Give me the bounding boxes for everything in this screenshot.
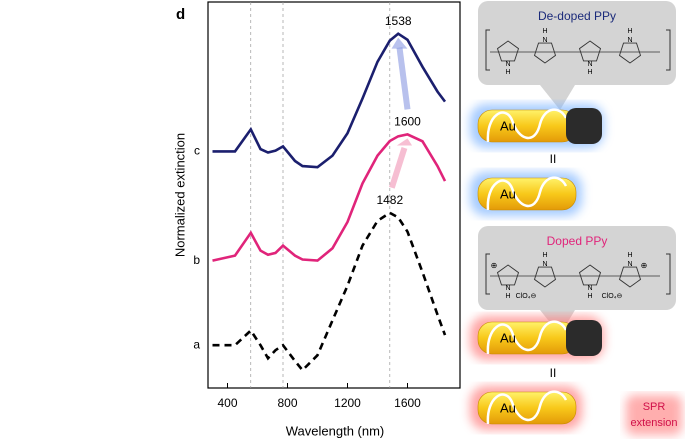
polymer-coil — [486, 176, 568, 211]
bubble — [478, 226, 676, 310]
series-label: a — [193, 337, 200, 351]
pyrrole-ring — [618, 266, 642, 288]
x-tick-label: 800 — [277, 396, 297, 410]
polymer-coil — [486, 320, 568, 355]
y-axis-title: Normalized extinction — [172, 133, 187, 257]
rod-label: Au — [500, 118, 516, 133]
series-line — [212, 32, 447, 169]
shift-arrowhead — [396, 138, 413, 146]
x-tick-label: 1600 — [394, 396, 421, 410]
equals: II — [550, 366, 557, 380]
atom: H — [542, 252, 547, 259]
shift-arrowhead — [391, 37, 408, 49]
plot-frame — [207, 1, 461, 389]
atom: H — [505, 293, 510, 300]
polymer-coil — [486, 108, 568, 143]
polymer-cap — [566, 108, 602, 144]
peak-label: 1538 — [385, 14, 412, 28]
atom: H — [627, 252, 632, 259]
atom: H — [587, 293, 592, 300]
atom: N — [505, 285, 510, 292]
bracket — [485, 29, 671, 71]
equals: II — [550, 152, 557, 166]
atom: H — [505, 69, 510, 76]
peak-label: 1482 — [376, 193, 403, 207]
gold-rod — [477, 177, 577, 211]
spr-box — [626, 395, 682, 435]
bubble-tail — [540, 85, 575, 110]
pyrrole-ring — [496, 40, 520, 62]
atom: N — [627, 37, 632, 44]
polymer-cap — [566, 320, 602, 356]
atom: H — [587, 69, 592, 76]
spr-label: extension — [630, 417, 677, 429]
pyrrole-ring — [533, 266, 557, 288]
shift-arrow — [388, 147, 408, 189]
atom: N — [505, 61, 510, 68]
x-tick-label: 1200 — [334, 396, 361, 410]
counterion: ClO₄⊖ — [602, 293, 623, 300]
atom: N — [587, 61, 592, 68]
counterion: ClO₄⊖ — [516, 293, 537, 300]
x-tick-label: 400 — [217, 396, 237, 410]
shift-arrow — [396, 47, 411, 110]
pyrrole-ring — [533, 42, 557, 64]
peak-label: 1600 — [394, 115, 421, 129]
chart: d Wavelength (nm) Normalized extinction … — [172, 1, 461, 438]
pyrrole-ring — [496, 264, 520, 286]
bubble-title: De-doped PPy — [538, 9, 616, 23]
panel-label: d — [176, 6, 185, 23]
pyrrole-ring — [578, 264, 602, 286]
pyrrole-ring — [618, 42, 642, 64]
atom: H — [627, 28, 632, 35]
charge: ⊕ — [641, 261, 648, 270]
series-line — [212, 133, 447, 262]
atom: N — [587, 285, 592, 292]
series-line — [212, 211, 447, 373]
atom: N — [542, 37, 547, 44]
rod-label: Au — [500, 330, 516, 345]
atom: N — [542, 261, 547, 268]
polymer-coil — [486, 390, 568, 425]
x-axis-title: Wavelength (nm) — [286, 423, 385, 438]
atom: N — [627, 261, 632, 268]
gold-rod — [477, 391, 577, 425]
rod-label: Au — [500, 186, 516, 201]
rod-label: Au — [500, 400, 516, 415]
bubble-title: Doped PPy — [547, 234, 608, 248]
bracket — [485, 253, 671, 295]
bubble — [478, 1, 676, 85]
series-label: c — [194, 144, 200, 158]
atom: H — [542, 28, 547, 35]
series-label: b — [193, 253, 200, 267]
charge: ⊕ — [491, 261, 498, 270]
spr-label: SPR — [643, 401, 666, 413]
pyrrole-ring — [578, 40, 602, 62]
